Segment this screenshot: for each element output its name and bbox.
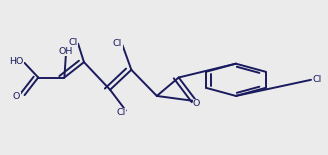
Text: Cl: Cl [69, 38, 78, 47]
Text: O: O [193, 99, 200, 108]
Text: HO: HO [9, 57, 24, 66]
Text: Cl: Cl [116, 108, 126, 117]
Text: Cl: Cl [113, 39, 122, 48]
Text: OH: OH [59, 47, 73, 56]
Text: O: O [13, 92, 20, 101]
Text: Cl: Cl [313, 75, 322, 84]
